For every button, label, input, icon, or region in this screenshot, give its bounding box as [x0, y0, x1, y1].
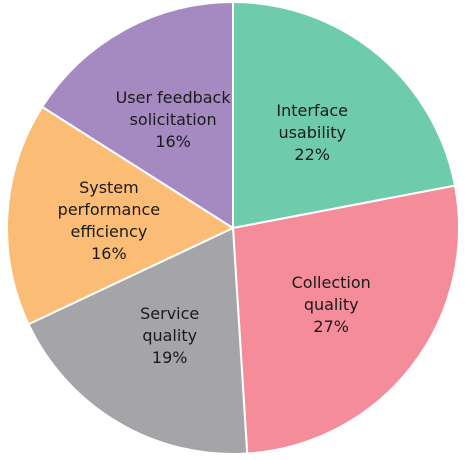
- slice-label-line: quality: [142, 326, 197, 345]
- pie-slice-2: [27, 226, 249, 455]
- pie-labels: Interface usability 22% Collection quality 27…: [58, 88, 371, 367]
- pie-slice-3: [6, 105, 236, 326]
- slice-label-line: usability: [278, 123, 346, 142]
- pie-slice-label-3: System performance efficiency 16%: [58, 178, 160, 263]
- pie-slices: [6, 0, 460, 455]
- pie-slice-label-2: Service quality 19%: [140, 304, 199, 367]
- slice-label-line: System: [79, 178, 139, 197]
- pie-slice-label-4: User feedback solicitation 16%: [116, 88, 232, 151]
- pie-slice-1: [231, 184, 460, 455]
- slice-value: 19%: [152, 348, 188, 367]
- slice-label-line: Interface: [276, 101, 348, 120]
- pie-slice-4: [40, 0, 234, 230]
- slice-label-line: Service: [140, 304, 199, 323]
- slice-label-line: quality: [304, 295, 359, 314]
- slice-label-line: solicitation: [130, 110, 217, 129]
- slice-label-line: performance: [58, 200, 160, 219]
- slice-value: 27%: [313, 317, 349, 336]
- slice-value: 16%: [155, 132, 191, 151]
- slice-value: 16%: [91, 244, 127, 263]
- pie-slice-label-0: Interface usability 22%: [276, 101, 348, 164]
- slice-label-line: User feedback: [116, 88, 232, 107]
- pie-slice-0: [232, 0, 457, 230]
- slice-label-line: efficiency: [70, 222, 147, 241]
- slice-label-line: Collection: [292, 273, 371, 292]
- pie-slice-label-1: Collection quality 27%: [292, 273, 371, 336]
- slice-value: 22%: [294, 145, 330, 164]
